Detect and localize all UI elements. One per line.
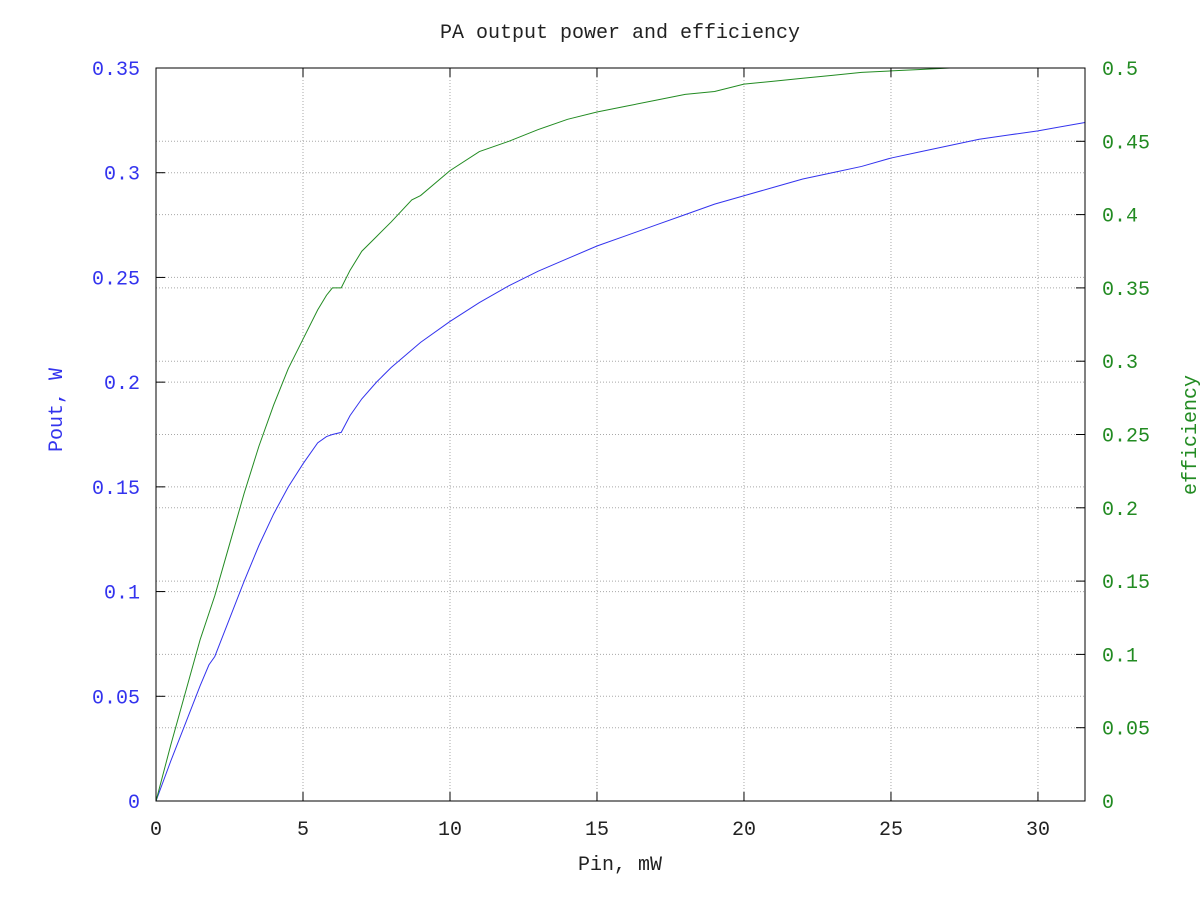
y-right-tick-label: 0.15 [1102, 572, 1150, 595]
y-left-tick-label: 0.3 [104, 164, 140, 187]
y-left-tick-label: 0.35 [92, 59, 140, 82]
x-tick-label: 10 [438, 819, 462, 842]
y-right-tick-label: 0.4 [1102, 206, 1138, 229]
y-right-tick-label: 0.45 [1102, 132, 1150, 155]
y-right-tick-label: 0.05 [1102, 719, 1150, 742]
y-right-tick-label: 0 [1102, 792, 1114, 815]
y-left-tick-label: 0 [128, 792, 140, 815]
y-left-tick-label: 0.15 [92, 478, 140, 501]
y-right-tick-label: 0.25 [1102, 426, 1150, 449]
x-axis-label: Pin, mW [578, 854, 662, 877]
y-left-tick-label: 0.2 [104, 373, 140, 396]
y-left-tick-label: 0.05 [92, 687, 140, 710]
ticks: 0 5 10 15 20 25 30 0 0.05 0.1 0.15 0.2 0.25 0.3 0.35 0 0… [92, 59, 1150, 842]
y-axis-right-label: efficiency [1180, 375, 1200, 495]
y-right-tick-label: 0.3 [1102, 352, 1138, 375]
grid [156, 68, 1085, 801]
y-axis-left-label: Pout, W [46, 368, 69, 452]
chart-title: PA output power and efficiency [440, 22, 800, 45]
y-right-tick-label: 0.5 [1102, 59, 1138, 82]
x-tick-label: 20 [732, 819, 756, 842]
x-tick-label: 15 [585, 819, 609, 842]
series-line-efficiency [155, 67, 1085, 802]
x-tick-label: 5 [297, 819, 309, 842]
y-right-tick-label: 0.35 [1102, 279, 1150, 302]
x-tick-label: 0 [150, 819, 162, 842]
series-layer [155, 67, 1086, 802]
x-tick-label: 30 [1026, 819, 1050, 842]
y-right-tick-label: 0.2 [1102, 499, 1138, 522]
series-line-pout [155, 121, 1086, 802]
x-tick-label: 25 [879, 819, 903, 842]
y-left-tick-label: 0.1 [104, 583, 140, 606]
y-left-tick-label: 0.25 [92, 268, 140, 291]
y-right-tick-label: 0.1 [1102, 645, 1138, 668]
